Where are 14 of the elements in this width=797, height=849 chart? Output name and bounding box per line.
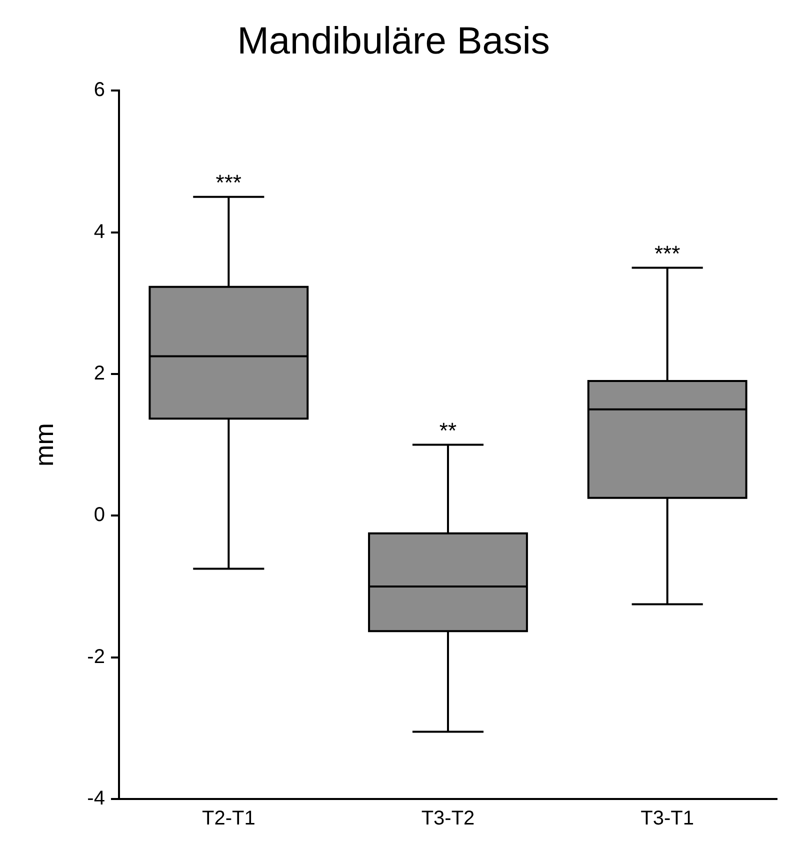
x-tick-label: T3-T1 — [640, 808, 694, 830]
y-tick-label: -2 — [87, 646, 105, 668]
annotation: ** — [439, 418, 457, 443]
y-tick-label: -4 — [87, 788, 105, 810]
y-axis-title: mm — [28, 423, 59, 466]
y-tick-label: 2 — [94, 362, 105, 384]
chart-title: Mandibuläre Basis — [237, 20, 550, 62]
y-tick-label: 0 — [94, 504, 105, 526]
annotation: *** — [654, 240, 681, 266]
y-tick-label: 6 — [94, 79, 105, 102]
x-tick-label: T3-T2 — [421, 808, 475, 830]
annotation: *** — [216, 170, 242, 195]
x-tick-label: T2-T1 — [202, 808, 256, 830]
y-tick-label: 4 — [94, 220, 105, 243]
